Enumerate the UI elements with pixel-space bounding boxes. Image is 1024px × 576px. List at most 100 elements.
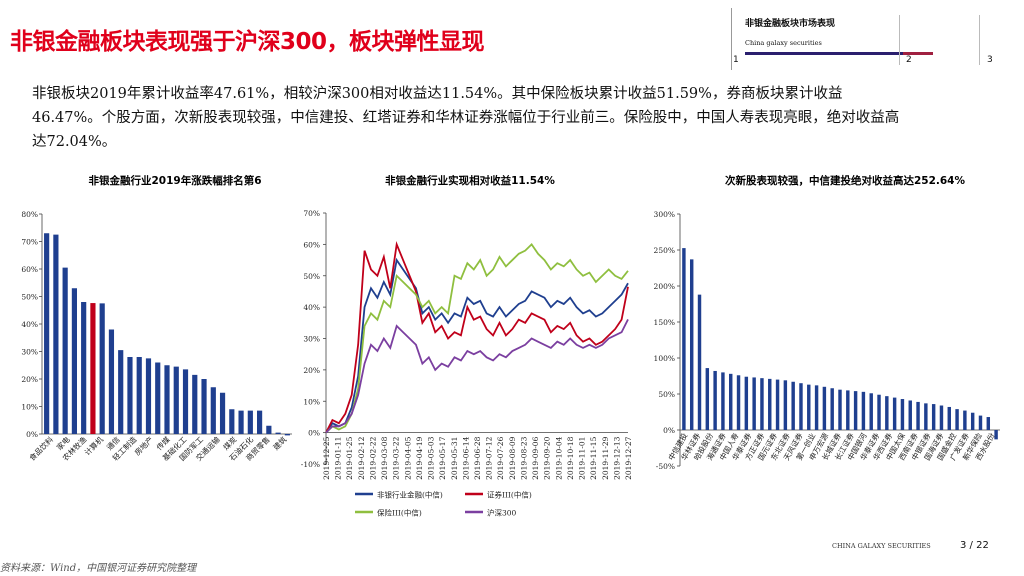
bar-山西证券 (924, 403, 928, 430)
bar-非银金融 (90, 303, 96, 434)
y-tick-label: 300% (654, 210, 675, 219)
chart-title: 次新股表现较强，中信建投绝对收益高达252.64% (725, 174, 966, 187)
y-tick-label: -50% (656, 462, 675, 471)
bar-中信建投 (682, 248, 686, 430)
nav-divider (899, 15, 900, 65)
y-tick-label: 50% (21, 293, 38, 302)
bar-招商证券 (752, 377, 756, 430)
bar-国信证券 (775, 379, 780, 430)
y-tick-label: 10% (303, 397, 320, 406)
x-tick-label: 房地产 (132, 434, 155, 457)
y-tick-label: -10% (301, 460, 320, 469)
bar-华林证券 (689, 259, 694, 430)
bar-轻工制造 (108, 329, 115, 434)
bar-哈投股份 (705, 368, 710, 430)
legend-label: 保险III(中信) (377, 508, 422, 518)
bar-国金证券 (939, 405, 944, 430)
bar-交通运输 (192, 374, 198, 434)
y-tick-label: 40% (303, 303, 320, 312)
nav-section-title: 非银金融板块市场表现 (745, 19, 836, 29)
bar-家电 (53, 234, 59, 434)
x-tick-label: 2019-04-05 (403, 436, 412, 479)
bar-中国人寿 (721, 372, 725, 430)
bar-基础化工 (164, 365, 170, 434)
bar-南京证券 (877, 394, 881, 430)
bar-银行 (266, 425, 272, 434)
x-tick-label: 建筑 (271, 434, 289, 452)
bar-天风证券 (822, 386, 827, 430)
y-tick-label: 80% (21, 210, 38, 219)
bar-东北证券 (814, 385, 819, 430)
x-tick-label: 2019-12-13 (612, 436, 621, 479)
bar-江海证券 (970, 412, 975, 430)
y-tick-label: 20% (21, 375, 38, 384)
y-tick-label: 0% (663, 426, 675, 435)
y-tick-label: 150% (654, 318, 675, 327)
bar-食品饮料 (44, 233, 50, 434)
y-tick-label: 250% (654, 246, 675, 255)
bar-计算机 (71, 288, 77, 434)
bar-长城证券 (846, 390, 850, 430)
bar-太平洋 (908, 400, 912, 430)
bar-财通证券 (791, 381, 795, 430)
bar-第一创业 (830, 388, 834, 430)
bar-国海证券 (916, 401, 920, 430)
brand-footer: CHINA GALAXY SECURITIES (832, 542, 931, 550)
x-tick-label: 2019-03-22 (392, 436, 401, 479)
y-tick-label: 70% (21, 238, 38, 247)
bar-方正证券 (760, 378, 764, 430)
nav-divider (731, 8, 732, 70)
bar-长江证券 (869, 393, 873, 430)
series-line-沪深300 (325, 319, 629, 434)
bar-浙商证券 (783, 380, 788, 430)
bar-综合 (275, 432, 281, 434)
x-tick-label: 2019-11-29 (601, 436, 610, 479)
bar-兴业证券 (861, 391, 866, 430)
x-tick-label: 2019-11-15 (589, 436, 598, 479)
legend-label: 证券III(中信) (487, 490, 532, 500)
x-tick-label: 2019-07-12 (485, 436, 494, 479)
nav-page-3[interactable]: 3 (987, 55, 993, 65)
bar-有色 (238, 410, 244, 434)
x-tick-label: 2019-01-11 (334, 437, 343, 480)
bar-钢铁 (219, 392, 226, 434)
summary-paragraph: 非银板块2019年累计收益率47.61%，相较沪深300相对收益达11.54%。… (32, 86, 900, 150)
y-tick-label: 40% (21, 320, 38, 329)
y-tick-label: 0% (308, 429, 320, 438)
x-tick-label: 2019-05-17 (438, 436, 447, 479)
bar-西水股份 (994, 430, 998, 440)
nav-page-1[interactable]: 1 (733, 55, 739, 65)
x-tick-label: 2019-12-27 (624, 436, 633, 479)
x-tick-label: 2019-10-18 (566, 436, 575, 479)
nav-divider (979, 15, 980, 65)
bar-传媒 (145, 358, 152, 434)
y-tick-label: 200% (654, 282, 675, 291)
bar-建材 (136, 357, 142, 434)
bar-海通证券 (713, 370, 717, 430)
bar-商贸零售 (247, 410, 253, 434)
chart-title: 非银金融行业实现相对收益11.54% (385, 174, 555, 187)
new-stock-chart: 次新股表现较强，中信建投绝对收益高达252.64% -50% 0% 50% 100% 15… (645, 170, 1020, 490)
bar-汽车 (201, 379, 207, 434)
x-tick-label: 计算机 (82, 434, 105, 457)
bar-中原证券 (931, 404, 936, 430)
nav-page-2[interactable]: 2 (906, 55, 912, 65)
bar-电力设备 (182, 369, 189, 434)
new-stock-svg: 次新股表现较强，中信建投绝对收益高达252.64% -50% 0% 50% 100% 15… (654, 174, 1000, 471)
bar-西部证券 (947, 406, 951, 430)
y-tick-label: 30% (21, 348, 38, 357)
bar-医药 (118, 350, 124, 434)
relative-return-svg: 非银金融行业实现相对收益11.54% -10% 0% 10% 20% 30% 40% 50% 6… (301, 174, 633, 518)
x-tick-label: 2019-05-03 (427, 436, 436, 479)
x-tick-label: 2019-12-25 (322, 436, 331, 479)
x-tick-label: 2019-11-01 (578, 437, 587, 480)
x-tick-label: 2019-08-09 (508, 436, 517, 479)
y-tick-label: 30% (303, 335, 320, 344)
legend-label: 沪深300 (487, 508, 517, 518)
y-tick-label: 60% (21, 265, 38, 274)
x-tick-label: 2019-07-26 (496, 436, 505, 479)
bar-申万宏源 (807, 384, 811, 430)
bar-西南证券 (892, 397, 897, 430)
bar-华泰证券 (736, 375, 741, 430)
bar-光大证券 (768, 378, 772, 430)
